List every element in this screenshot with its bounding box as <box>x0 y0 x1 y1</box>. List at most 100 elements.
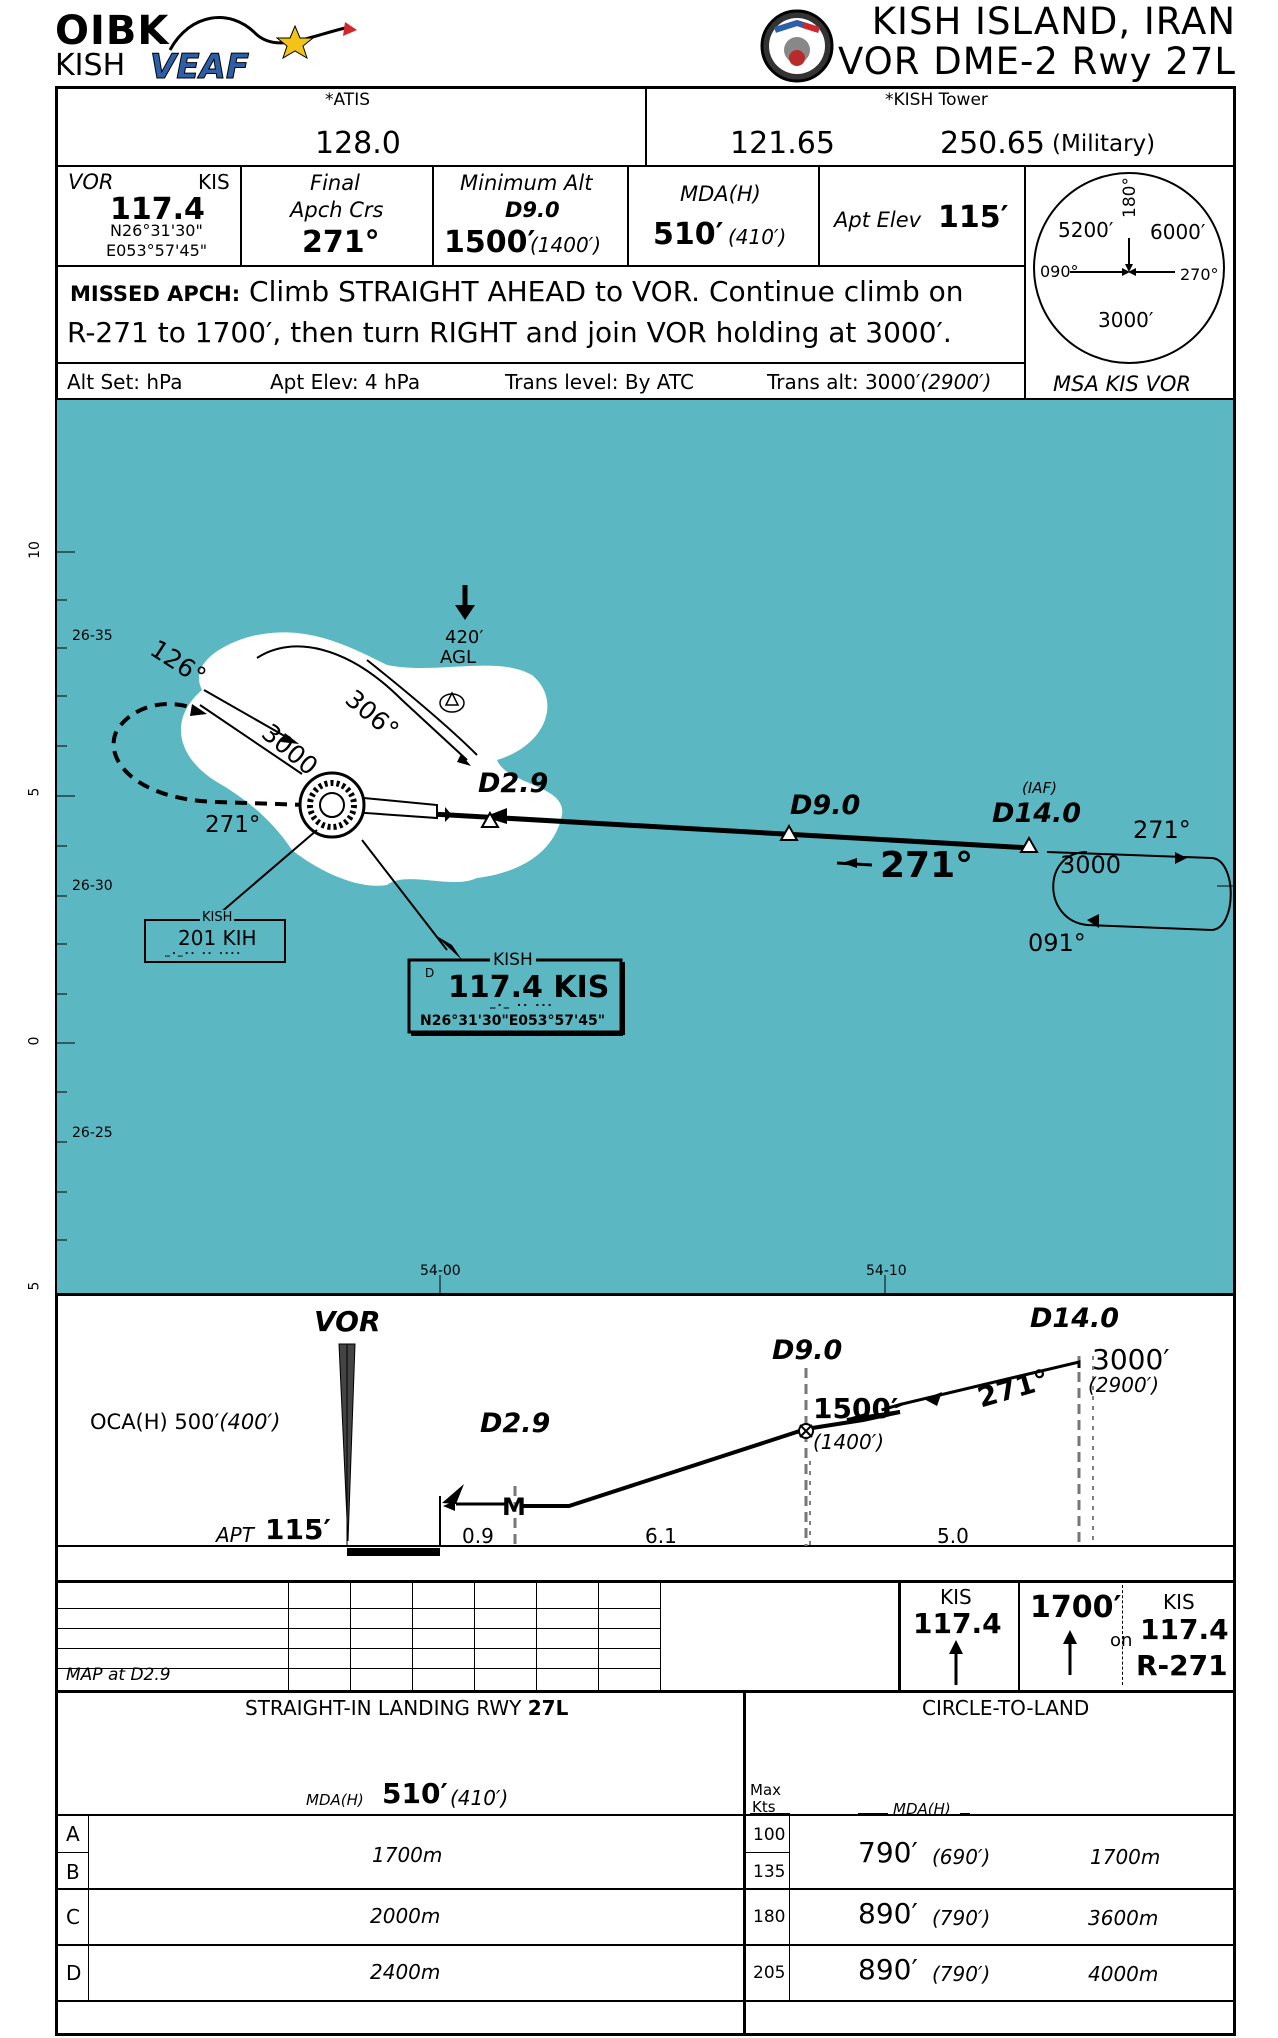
circle-vis-c: 3600m <box>1088 1906 1159 1930</box>
holding-pattern-d14 <box>1046 851 1232 932</box>
circle-mda-label: MDA(H) <box>893 1800 951 1818</box>
oca-label: OCA(H) 500′ <box>90 1410 220 1434</box>
cat-d: D <box>66 1961 82 1985</box>
profile-vor-label: VOR <box>314 1305 381 1338</box>
profile-alt-1400: (1400′) <box>813 1430 885 1454</box>
airport-location: KISH ISLAND, IRAN <box>871 0 1236 43</box>
procedure-title: VOR DME-2 Rwy 27L <box>837 40 1236 83</box>
vis-d: 2400m <box>370 1960 441 1984</box>
missed-approach-label: MISSED APCH: <box>70 282 241 306</box>
trans-alt-value: Trans alt: 3000′ <box>767 370 921 394</box>
atis-frequency: 128.0 <box>315 126 401 161</box>
apt-elev-label: Apt Elev <box>834 208 922 232</box>
ndb-morse: _._.. .. .... <box>165 946 243 957</box>
profile-alt-3000: 3000′ <box>1092 1343 1170 1376</box>
climb-arrow-icon-2 <box>1063 1630 1077 1675</box>
vor-box-coord: N26°31'30"E053°57'45" <box>420 1013 606 1029</box>
vor-box-name: KISH <box>490 950 536 970</box>
emblem-icon <box>760 9 834 83</box>
oca-label-group: OCA(H) 500′(400′) <box>90 1410 281 1434</box>
atis-label: *ATIS <box>325 90 370 110</box>
kts-d: 205 <box>753 1963 786 1983</box>
min-alt-fix: D9.0 <box>505 198 560 222</box>
lat-label-2630: 26-30 <box>72 878 113 894</box>
straight-in-title: STRAIGHT-IN LANDING RWY 27L <box>245 1696 568 1720</box>
missed-kis-label: KIS <box>940 1585 972 1609</box>
obstacle-height: 420′ <box>445 627 484 648</box>
missed-radial: R-271 <box>1136 1649 1228 1682</box>
final-crs-label-2: Apch Crs <box>290 198 384 222</box>
vor-latitude: N26°31'30" <box>110 221 203 240</box>
ndb-frequency: 201 KIH <box>178 926 257 950</box>
ndb-name: KISH <box>200 910 235 925</box>
min-alt-label: Minimum Alt <box>460 171 593 195</box>
map-note: MAP at D2.9 <box>66 1665 171 1685</box>
missed-approach-line2: R-271 to 1700′, then turn RIGHT and join… <box>67 316 952 349</box>
straight-in-title-text: STRAIGHT-IN LANDING RWY <box>245 1696 522 1720</box>
vor-label: VOR <box>68 170 114 194</box>
apt-elev-hpa: Apt Elev: 4 hPa <box>270 370 421 394</box>
min-alt-height: (1400′) <box>530 233 602 257</box>
hold-altitude: 3000 <box>1060 851 1122 879</box>
trans-alt-height: (2900′) <box>920 370 992 394</box>
profile-map-symbol: M <box>502 1493 526 1521</box>
msa-brg-090: 090° <box>1040 262 1079 281</box>
profile-d90-label: D9.0 <box>772 1335 843 1366</box>
tower-military-note: (Military) <box>1052 131 1156 157</box>
fix-d90-label: D9.0 <box>790 790 861 821</box>
final-crs-value: 271° <box>302 225 380 260</box>
lon-label-5410: 54-10 <box>866 1263 907 1279</box>
msa-brg-180: 180° <box>1120 177 1140 218</box>
cat-b: B <box>66 1860 80 1884</box>
max-kts-label-2: Kts <box>752 1798 776 1816</box>
hold-inbound-course: 271° <box>1133 816 1191 844</box>
vis-ab: 1700m <box>372 1843 443 1867</box>
trans-level: Trans level: By ATC <box>505 370 694 394</box>
kts-a: 100 <box>753 1825 786 1845</box>
cat-a: A <box>66 1822 80 1846</box>
vor-hold-course: 271° <box>205 812 261 838</box>
scale-label-5-bottom: 5 <box>26 1281 43 1291</box>
profile-apt-label: APT <box>216 1523 254 1547</box>
msa-alt-s: 3000′ <box>1098 308 1154 332</box>
circle-mda-ab: 790′ <box>858 1836 918 1869</box>
vor-frequency: 117.4 <box>110 192 205 227</box>
vor-box-frequency: 117.4 KIS <box>448 970 610 1005</box>
circle-vis-d: 4000m <box>1088 1962 1159 1986</box>
profile-d29-label: D2.9 <box>480 1408 551 1439</box>
fix-d140-triangle <box>1019 835 1039 853</box>
circle-title: CIRCLE-TO-LAND <box>922 1696 1090 1720</box>
circle-mda-c: 890′ <box>858 1897 918 1930</box>
mda-height: (410′) <box>728 225 787 249</box>
circle-h-d: (790′) <box>932 1962 991 1986</box>
straight-in-rwy: 27L <box>527 1696 569 1720</box>
veaf-logo: VEAF <box>150 16 357 83</box>
kish-island <box>180 632 563 886</box>
missed-kis-freq: 117.4 <box>913 1607 1002 1640</box>
missed-alt: 1700′ <box>1030 1590 1122 1625</box>
lat-label-2635: 26-35 <box>72 628 113 644</box>
vor-box-prefix: D <box>425 966 435 980</box>
airport-city: KISH <box>55 48 126 83</box>
circle-h-ab: (690′) <box>932 1845 991 1869</box>
circle-h-c: (790′) <box>932 1906 991 1930</box>
vor-longitude: E053°57'45" <box>106 241 208 260</box>
iaf-note: (IAF) <box>1022 779 1058 797</box>
missed-approach-text1: Climb STRAIGHT AHEAD to VOR. Continue cl… <box>249 275 964 308</box>
kts-c: 180 <box>753 1907 786 1927</box>
scale-label-0: 0 <box>26 1036 43 1046</box>
profile-d140-label: D14.0 <box>1030 1303 1120 1334</box>
kts-b: 135 <box>753 1862 786 1882</box>
sea-area <box>57 400 1233 1293</box>
profile-alt-1500: 1500′ <box>813 1392 899 1425</box>
fix-d90-triangle <box>779 823 799 841</box>
trans-alt: Trans alt: 3000′(2900′) <box>767 370 991 394</box>
missed-on-label: on <box>1110 1630 1133 1651</box>
profile-alt-2900: (2900′) <box>1088 1373 1160 1397</box>
hold-outbound-course: 091° <box>1028 929 1086 957</box>
missed-approach-line1: MISSED APCH: Climb STRAIGHT AHEAD to VOR… <box>70 275 964 308</box>
fix-d29-triangle <box>480 810 500 828</box>
obstacle-ref: AGL <box>440 647 476 668</box>
msa-label: MSA KIS VOR <box>1053 372 1191 396</box>
profile-dist-50: 5.0 <box>937 1524 969 1548</box>
